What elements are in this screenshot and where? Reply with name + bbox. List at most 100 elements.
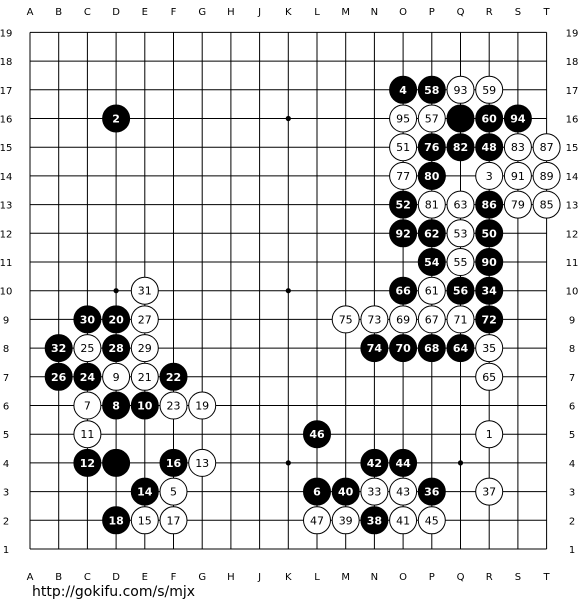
column-label-bottom: H [227, 572, 235, 583]
white-stone: 17 [159, 506, 188, 535]
stone-disc [475, 305, 504, 334]
white-stone: 83 [503, 133, 532, 162]
column-label-bottom: C [84, 572, 91, 583]
black-stone: 54 [417, 248, 446, 276]
white-stone: 33 [360, 477, 389, 506]
stone-disc [389, 334, 418, 363]
black-stone: 32 [44, 334, 73, 363]
black-stone: 12 [73, 448, 102, 477]
black-stone: 52 [389, 190, 418, 219]
row-label-left: 17 [0, 86, 12, 97]
white-stone: 93 [446, 75, 475, 104]
stone-disc [73, 448, 102, 477]
black-stone: 76 [417, 133, 446, 162]
move-number: 81 [425, 199, 439, 212]
white-stone: 7 [73, 391, 102, 420]
move-number: 43 [396, 486, 410, 499]
black-stone: 62 [417, 219, 446, 248]
row-label-left: 1 [3, 545, 9, 556]
move-number: 66 [395, 285, 411, 298]
move-number: 19 [195, 400, 209, 413]
row-label-right: 12 [566, 229, 579, 240]
move-number: 23 [167, 400, 181, 413]
move-number: 37 [482, 486, 496, 499]
black-stone: 24 [73, 362, 102, 391]
stone-disc [102, 506, 131, 535]
stone-disc [73, 391, 102, 420]
white-stone: 43 [389, 477, 418, 506]
move-number: 46 [309, 428, 325, 441]
move-number: 77 [396, 170, 410, 183]
white-stone: 45 [417, 506, 446, 535]
stone-disc [360, 477, 389, 506]
move-number: 17 [167, 514, 181, 527]
column-label-top: Q [457, 7, 465, 18]
white-stone: 11 [73, 420, 102, 449]
move-number: 89 [540, 170, 554, 183]
column-label-top: S [515, 7, 521, 18]
stone-disc [475, 334, 504, 363]
column-label-bottom: A [27, 572, 34, 583]
stone-disc [446, 276, 475, 305]
stone-disc [475, 276, 504, 305]
stone-disc [532, 161, 561, 190]
white-stone: 13 [188, 448, 217, 477]
move-number: 9 [113, 371, 120, 384]
row-label-left: 16 [0, 115, 12, 126]
row-label-left: 10 [0, 287, 12, 298]
move-number: 52 [395, 199, 410, 212]
row-label-left: 2 [3, 516, 9, 527]
stone-disc [417, 477, 446, 506]
row-label-right: 7 [569, 373, 575, 384]
move-number: 18 [108, 514, 123, 527]
column-label-bottom: J [257, 572, 261, 583]
black-stone: 82 [446, 133, 475, 162]
black-stone: 8 [102, 391, 131, 420]
move-number: 55 [454, 256, 468, 269]
row-label-left: 13 [0, 201, 12, 212]
stone-disc [503, 133, 532, 162]
black-stone: 48 [475, 133, 504, 162]
black-stone: 4 [389, 75, 418, 104]
star-point [285, 288, 291, 294]
star-point [285, 115, 291, 122]
move-number: 34 [482, 285, 498, 298]
black-stone: 22 [159, 362, 188, 391]
stone-disc [503, 161, 532, 190]
white-stone: 73 [360, 305, 389, 334]
white-stone: 57 [417, 104, 446, 133]
source-url[interactable]: http://gokifu.com/s/mjx [32, 584, 196, 600]
black-stone: 46 [303, 420, 331, 449]
column-label-top: K [285, 7, 292, 18]
move-number: 2 [112, 113, 120, 126]
move-number: 60 [482, 113, 498, 126]
stone-disc [417, 133, 446, 162]
stone-disc [303, 506, 331, 535]
stone-disc [303, 420, 331, 449]
move-number: 87 [540, 141, 554, 154]
stone-disc [446, 104, 475, 133]
move-number: 86 [482, 199, 498, 212]
black-stone: 18 [102, 506, 131, 535]
move-number: 11 [80, 428, 94, 441]
stone-disc [389, 276, 418, 305]
white-stone: 27 [130, 305, 159, 334]
move-number: 62 [424, 227, 439, 240]
stone-disc [130, 362, 159, 391]
stone-disc [475, 362, 504, 391]
stone-disc [130, 276, 159, 305]
move-number: 71 [454, 313, 468, 326]
row-label-right: 3 [569, 488, 575, 499]
black-stone: 74 [360, 334, 389, 363]
stone-disc [475, 219, 504, 248]
black-stone [102, 448, 131, 477]
white-stone: 1 [475, 420, 504, 449]
move-number: 61 [425, 285, 439, 298]
stone-disc [446, 75, 475, 104]
move-number: 70 [395, 342, 411, 355]
white-stone: 3 [475, 161, 504, 190]
move-number: 28 [108, 342, 123, 355]
row-label-left: 8 [3, 344, 9, 355]
row-label-left: 7 [3, 373, 9, 384]
